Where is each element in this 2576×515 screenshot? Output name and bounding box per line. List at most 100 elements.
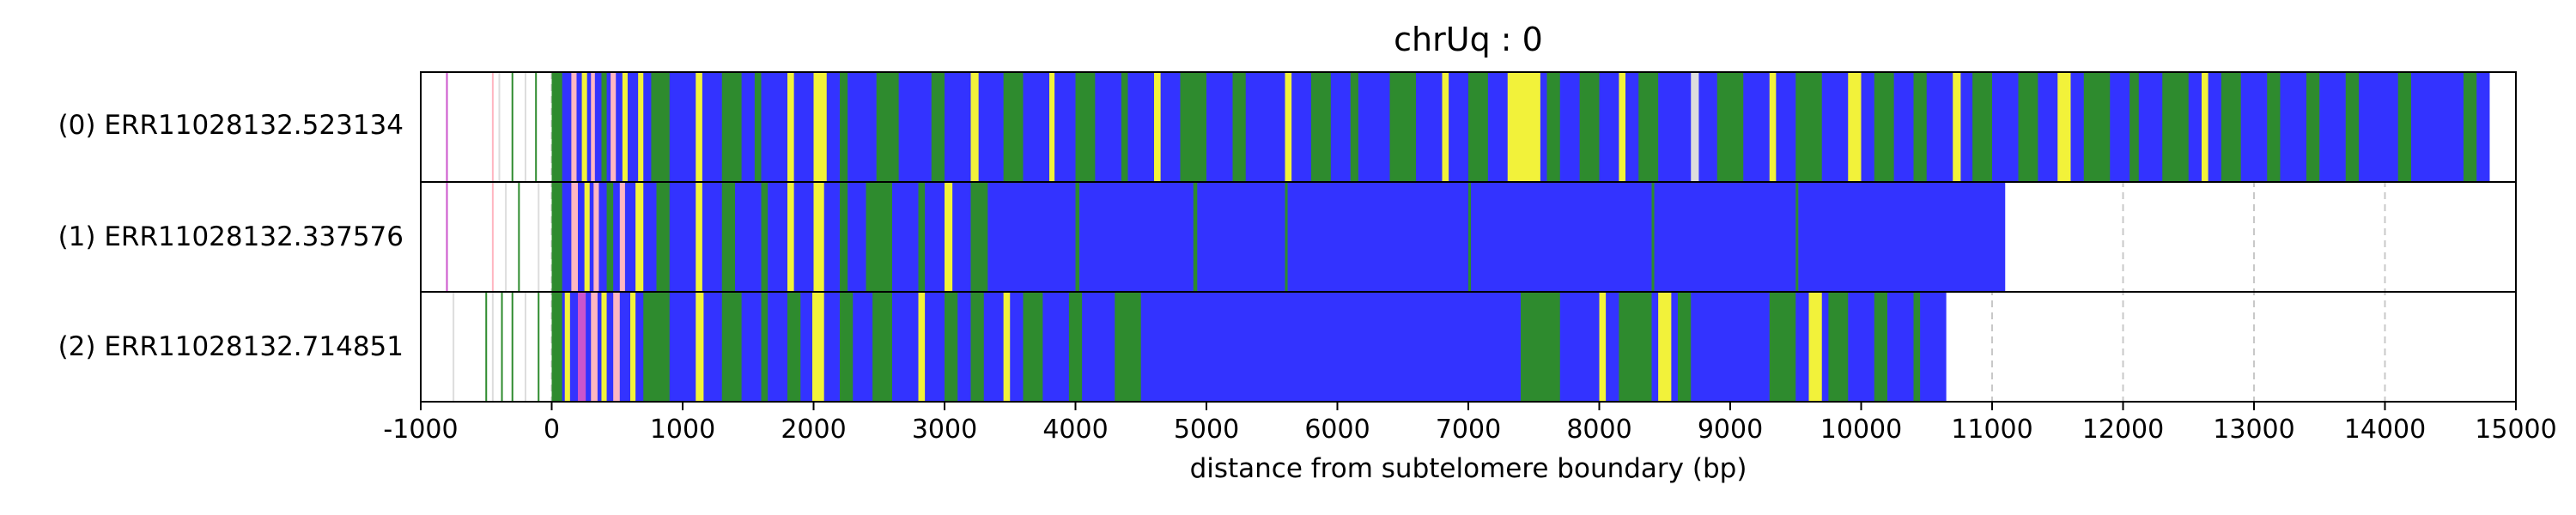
row-2-leading-mark-1 (485, 292, 488, 402)
row-0-leading-mark-1 (491, 72, 494, 182)
row-1-feature-20 (1285, 182, 1288, 292)
row-0-feature-4 (601, 72, 607, 182)
row-0-feature-10 (721, 72, 742, 182)
row-0-feature-3 (591, 72, 595, 182)
row-2-feature-14 (872, 292, 892, 402)
row-1-leading-mark-2 (505, 182, 507, 292)
row-1-feature-14 (866, 182, 892, 292)
row-0-feature-56 (2464, 72, 2477, 182)
row-2-feature-13 (840, 292, 854, 402)
row-0-feature-42 (1913, 72, 1927, 182)
row-label-1: (1) ERR11028132.337576 (58, 221, 404, 252)
row-0-feature-31 (1507, 72, 1540, 182)
row-0-feature-47 (2083, 72, 2111, 182)
x-tick-label-15: 14000 (2344, 415, 2426, 445)
row-0-leading-mark-0 (446, 72, 448, 182)
row-0-feature-24 (1232, 72, 1246, 182)
row-0-feature-39 (1795, 72, 1822, 182)
row-0-feature-53 (2306, 72, 2320, 182)
row-0-feature-25 (1285, 72, 1292, 182)
row-0-feature-2 (581, 72, 587, 182)
x-tick-label-6: 5000 (1174, 415, 1239, 445)
row-1-feature-16 (945, 182, 953, 292)
row-1-feature-7 (656, 182, 670, 292)
x-tick-label-13: 12000 (2082, 415, 2164, 445)
row-1-feature-19 (1193, 182, 1198, 292)
x-tick-label-4: 3000 (912, 415, 977, 445)
row-0-feature-54 (2345, 72, 2359, 182)
row-0-feature-44 (1972, 72, 1992, 182)
row-0-feature-14 (840, 72, 848, 182)
row-0-feature-27 (1350, 72, 1358, 182)
row-2-feature-30 (1874, 292, 1887, 402)
row-1-leading-mark-0 (446, 182, 448, 292)
x-tick-label-16: 15000 (2475, 415, 2556, 445)
row-2-feature-16 (945, 292, 958, 402)
x-tick-label-11: 10000 (1820, 415, 1902, 445)
row-1-leading-mark-3 (518, 182, 520, 292)
row-0-feature-9 (696, 72, 702, 182)
row-0-feature-32 (1546, 72, 1560, 182)
row-0-feature-37 (1716, 72, 1744, 182)
row-1-feature-9 (721, 182, 735, 292)
row-0-leading-mark-3 (511, 72, 513, 182)
row-1-feature-12 (813, 182, 824, 292)
row-2-feature-2 (578, 292, 586, 402)
row-2-feature-10 (761, 292, 769, 402)
row-0-feature-20 (1075, 72, 1096, 182)
x-tick-label-9: 8000 (1566, 415, 1631, 445)
row-1-feature-15 (918, 182, 926, 292)
row-0-feature-48 (2129, 72, 2139, 182)
row-0-feature-28 (1389, 72, 1416, 182)
row-2-feature-22 (1521, 292, 1560, 402)
row-0-feature-11 (754, 72, 762, 182)
row-0-feature-36 (1691, 72, 1699, 182)
row-2-feature-12 (811, 292, 824, 402)
row-2-leading-mark-4 (511, 292, 513, 402)
row-2-feature-24 (1619, 292, 1652, 402)
row-2-leading-mark-0 (453, 292, 455, 402)
row-0-feature-15 (876, 72, 899, 182)
row-2-feature-19 (1023, 292, 1043, 402)
row-1-feature-18 (1075, 182, 1080, 292)
row-2-feature-25 (1658, 292, 1672, 402)
row-2-leading-mark-6 (538, 292, 540, 402)
row-2-feature-1 (564, 292, 570, 402)
row-2-feature-0 (551, 292, 562, 402)
row-label-0: (0) ERR11028132.523134 (58, 110, 404, 141)
row-0-feature-46 (2057, 72, 2071, 182)
row-0-feature-7 (638, 72, 644, 182)
row-0-leading-mark-4 (525, 72, 526, 182)
row-0-feature-22 (1154, 72, 1161, 182)
row-0-leading-mark-2 (498, 72, 501, 182)
row-2-feature-8 (696, 292, 704, 402)
row-2-feature-6 (630, 292, 636, 402)
row-0-feature-16 (931, 72, 945, 182)
row-0-feature-18 (1003, 72, 1024, 182)
x-axis-label: distance from subtelomere boundary (bp) (1189, 453, 1747, 484)
row-2-feature-3 (591, 292, 598, 402)
row-2-feature-17 (970, 292, 984, 402)
row-0-feature-8 (651, 72, 670, 182)
row-0-feature-12 (787, 72, 794, 182)
x-tick-label-2: 1000 (650, 415, 715, 445)
row-0-feature-49 (2162, 72, 2189, 182)
row-2-feature-11 (787, 292, 801, 402)
x-tick-label-8: 7000 (1436, 415, 1501, 445)
row-1-feature-23 (1795, 182, 1799, 292)
row-1-leading-mark-4 (538, 182, 540, 292)
row-0-feature-26 (1311, 72, 1331, 182)
row-1-feature-22 (1651, 182, 1655, 292)
row-0-feature-30 (1468, 72, 1488, 182)
row-0-feature-52 (2267, 72, 2281, 182)
row-0-feature-33 (1579, 72, 1600, 182)
row-2-feature-23 (1599, 292, 1607, 402)
row-0-feature-29 (1442, 72, 1449, 182)
row-2-feature-9 (721, 292, 742, 402)
row-2-feature-26 (1678, 292, 1692, 402)
x-tick-label-7: 6000 (1304, 415, 1370, 445)
row-2-leading-mark-5 (525, 292, 526, 402)
x-tick-label-3: 2000 (781, 415, 846, 445)
row-1-feature-21 (1468, 182, 1472, 292)
